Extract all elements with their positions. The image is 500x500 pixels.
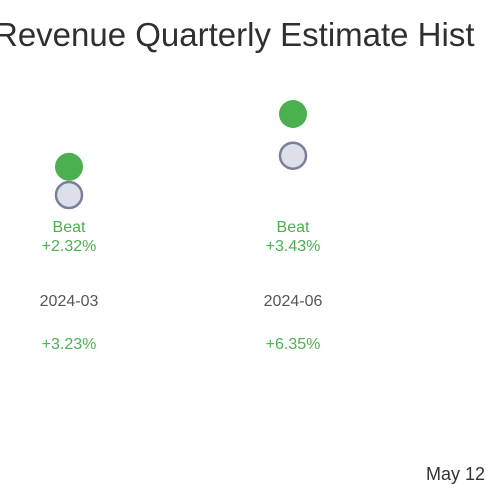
- actual-point: [55, 152, 83, 181]
- surprise-label: +3.43%: [266, 238, 321, 255]
- footer-date: May 12: [426, 464, 485, 484]
- chart-title: Revenue Quarterly Estimate Hist: [0, 16, 475, 53]
- result-label: Beat: [277, 219, 310, 236]
- period-label: 2024-06: [264, 293, 323, 310]
- estimate-point: [278, 141, 308, 170]
- change-label: +3.23%: [42, 336, 97, 353]
- estimate-point: [54, 180, 84, 210]
- period-label: 2024-03: [40, 293, 99, 310]
- actual-point: [279, 100, 307, 128]
- result-label: Beat: [53, 219, 86, 236]
- columns-group: Beat +2.32% 2024-03 +3.23% Beat +3.43% 2024-06…: [40, 100, 323, 353]
- surprise-label: +2.32%: [42, 238, 97, 255]
- change-label: +6.35%: [266, 336, 321, 353]
